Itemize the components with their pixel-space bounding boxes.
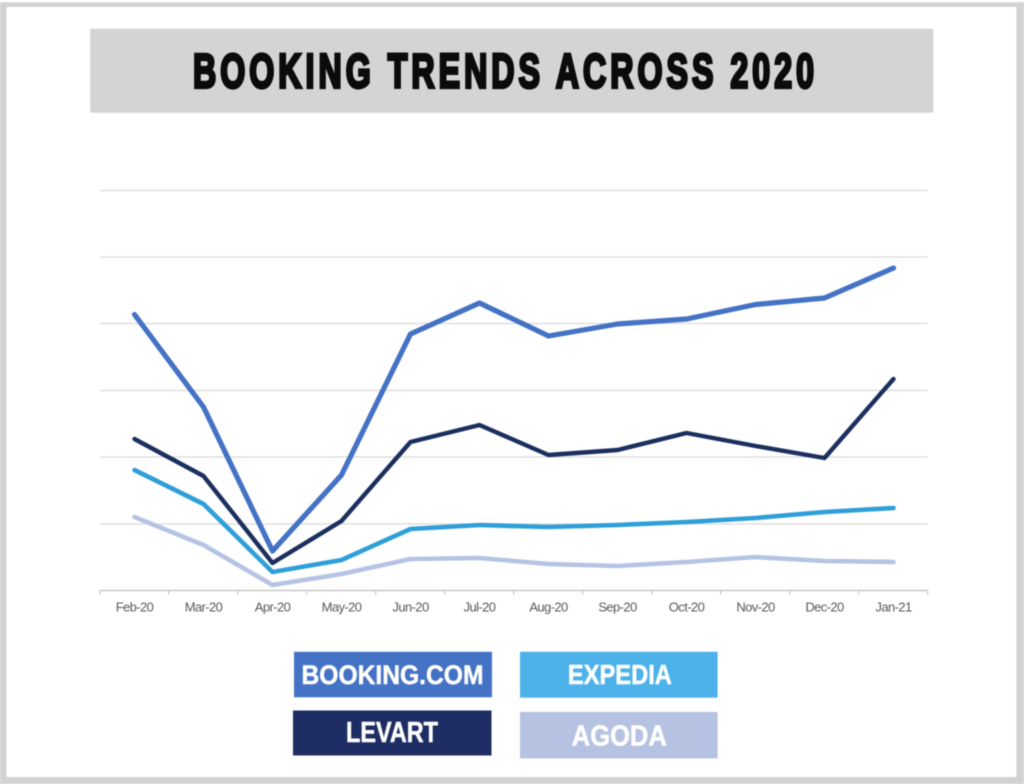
svg-text:May-20: May-20: [322, 600, 362, 615]
svg-text:EXPEDIA: EXPEDIA: [568, 659, 672, 690]
svg-text:Jul-20: Jul-20: [464, 600, 496, 615]
svg-text:Jun-20: Jun-20: [392, 600, 429, 615]
svg-text:Aug-20: Aug-20: [529, 600, 568, 615]
svg-text:Sep-20: Sep-20: [598, 600, 637, 615]
svg-text:Jan-21: Jan-21: [875, 600, 912, 615]
svg-text:LEVART: LEVART: [346, 717, 438, 749]
svg-text:Feb-20: Feb-20: [116, 600, 154, 615]
svg-text:Dec-20: Dec-20: [805, 600, 844, 615]
svg-text:Mar-20: Mar-20: [185, 600, 223, 615]
svg-text:Oct-20: Oct-20: [669, 600, 705, 615]
svg-text:Nov-20: Nov-20: [736, 600, 775, 615]
svg-text:BOOKING.COM: BOOKING.COM: [302, 660, 484, 690]
svg-text:Apr-20: Apr-20: [255, 600, 291, 615]
svg-text:AGODA: AGODA: [572, 721, 667, 753]
svg-text:BOOKING TRENDS ACROSS 2020: BOOKING TRENDS ACROSS 2020: [193, 46, 818, 99]
